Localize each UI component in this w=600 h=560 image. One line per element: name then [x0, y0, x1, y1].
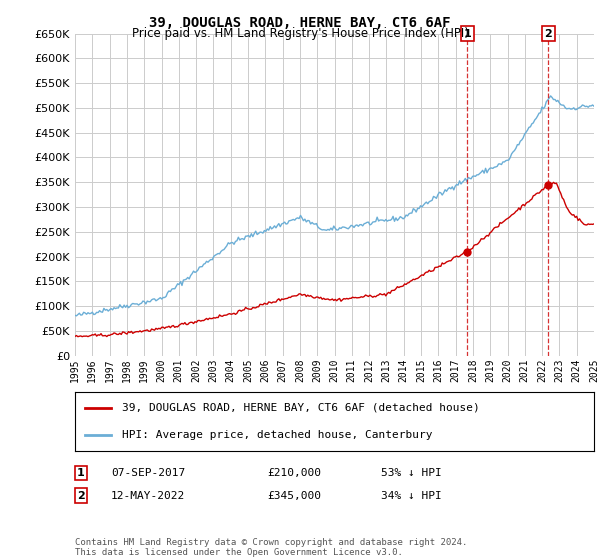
- Text: HPI: Average price, detached house, Canterbury: HPI: Average price, detached house, Cant…: [122, 430, 432, 440]
- Text: 12-MAY-2022: 12-MAY-2022: [111, 491, 185, 501]
- Text: 1: 1: [77, 468, 85, 478]
- Text: 39, DOUGLAS ROAD, HERNE BAY, CT6 6AF: 39, DOUGLAS ROAD, HERNE BAY, CT6 6AF: [149, 16, 451, 30]
- Text: £210,000: £210,000: [267, 468, 321, 478]
- Text: 1: 1: [463, 29, 471, 39]
- Text: £345,000: £345,000: [267, 491, 321, 501]
- Text: Contains HM Land Registry data © Crown copyright and database right 2024.
This d: Contains HM Land Registry data © Crown c…: [75, 538, 467, 557]
- Text: 07-SEP-2017: 07-SEP-2017: [111, 468, 185, 478]
- Text: 2: 2: [77, 491, 85, 501]
- Text: Price paid vs. HM Land Registry's House Price Index (HPI): Price paid vs. HM Land Registry's House …: [131, 27, 469, 40]
- Text: 34% ↓ HPI: 34% ↓ HPI: [381, 491, 442, 501]
- Text: 2: 2: [544, 29, 552, 39]
- Text: 39, DOUGLAS ROAD, HERNE BAY, CT6 6AF (detached house): 39, DOUGLAS ROAD, HERNE BAY, CT6 6AF (de…: [122, 403, 479, 413]
- Text: 53% ↓ HPI: 53% ↓ HPI: [381, 468, 442, 478]
